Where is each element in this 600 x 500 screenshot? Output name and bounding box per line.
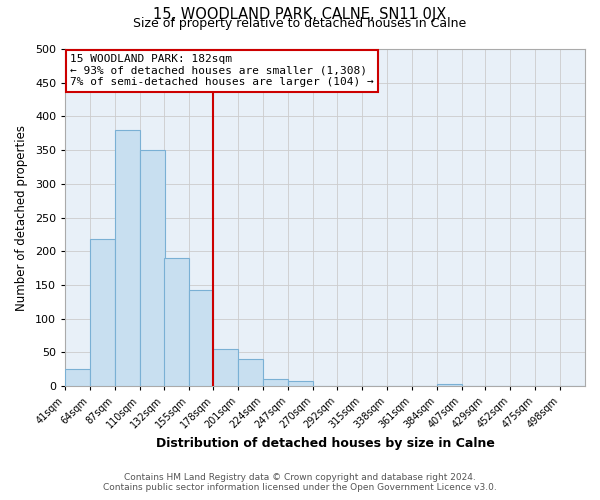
- Text: Size of property relative to detached houses in Calne: Size of property relative to detached ho…: [133, 18, 467, 30]
- Bar: [90, 239, 115, 386]
- Bar: [437, 384, 461, 386]
- X-axis label: Distribution of detached houses by size in Calne: Distribution of detached houses by size …: [155, 437, 494, 450]
- Y-axis label: Number of detached properties: Number of detached properties: [15, 124, 28, 310]
- Bar: [164, 258, 188, 386]
- Bar: [140, 150, 165, 386]
- Text: 15 WOODLAND PARK: 182sqm
← 93% of detached houses are smaller (1,308)
7% of semi: 15 WOODLAND PARK: 182sqm ← 93% of detach…: [70, 54, 374, 88]
- Bar: [238, 359, 263, 386]
- Bar: [188, 290, 214, 386]
- Bar: [288, 380, 313, 386]
- Bar: [263, 378, 288, 386]
- Bar: [214, 349, 238, 386]
- Text: 15, WOODLAND PARK, CALNE, SN11 0JX: 15, WOODLAND PARK, CALNE, SN11 0JX: [154, 8, 446, 22]
- Bar: [65, 370, 90, 386]
- Bar: [115, 130, 140, 386]
- Text: Contains HM Land Registry data © Crown copyright and database right 2024.
Contai: Contains HM Land Registry data © Crown c…: [103, 473, 497, 492]
